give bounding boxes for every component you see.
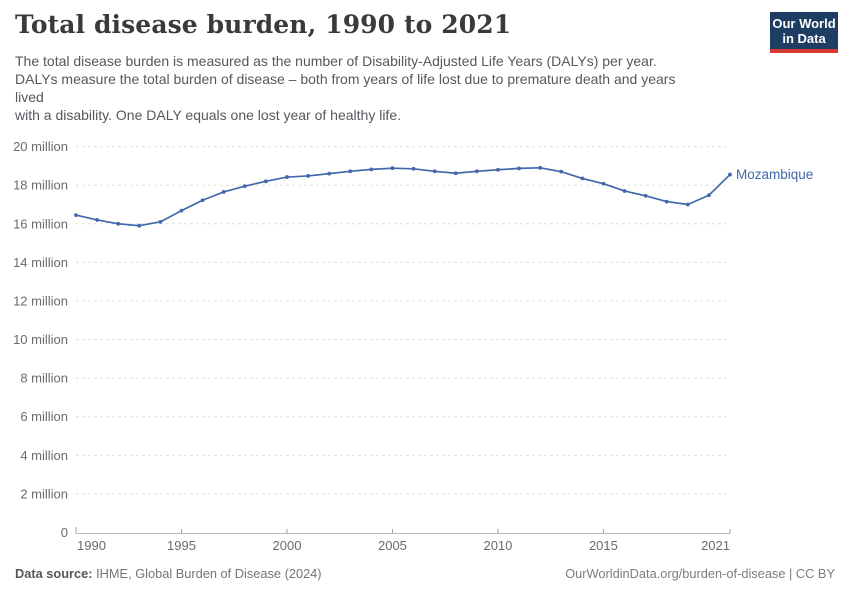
data-point[interactable]	[643, 193, 648, 198]
data-point[interactable]	[622, 189, 627, 193]
license-link[interactable]: OurWorldinData.org/burden-of-disease | C…	[565, 566, 835, 581]
owid-logo-line2: in Data	[782, 31, 826, 46]
data-point[interactable]	[601, 181, 606, 186]
data-point[interactable]	[559, 169, 564, 174]
trend-line[interactable]	[75, 166, 731, 227]
data-point[interactable]	[411, 166, 416, 171]
data-point[interactable]	[116, 221, 121, 226]
data-point[interactable]	[221, 190, 226, 194]
data-point[interactable]	[306, 174, 310, 178]
chart-footer: Data source: IHME, Global Burden of Dise…	[15, 566, 835, 581]
y-axis-tick-label: 12 million	[13, 293, 68, 308]
x-axis-tick-label: 2000	[273, 538, 302, 553]
y-axis-tick-label: 4 million	[20, 448, 68, 463]
data-point[interactable]	[474, 169, 479, 174]
y-axis-tick-label: 0	[61, 525, 68, 540]
page-title: Total disease burden, 1990 to 2021	[15, 10, 512, 39]
data-source-label: Data source:	[15, 566, 93, 581]
owid-logo[interactable]: Our World in Data	[770, 12, 838, 53]
data-source-text: IHME, Global Burden of Disease (2024)	[92, 566, 322, 581]
y-axis-tick-label: 20 million	[13, 139, 68, 154]
data-point[interactable]	[432, 169, 437, 174]
y-axis-tick-label: 2 million	[20, 486, 68, 501]
data-point[interactable]	[95, 218, 99, 222]
line-chart: 0 2 million 4 million 6 million 8 million 10 …	[13, 139, 813, 553]
data-point[interactable]	[453, 171, 458, 176]
x-axis-tick-label: 2021	[701, 538, 730, 553]
data-point[interactable]	[285, 175, 289, 179]
data-point[interactable]	[517, 166, 521, 171]
data-point[interactable]	[685, 202, 690, 207]
chart-subtitle: The total disease burden is measured as …	[15, 53, 676, 123]
data-point[interactable]	[200, 198, 205, 203]
data-point[interactable]	[327, 171, 332, 176]
y-axis-tick-label: 14 million	[13, 255, 68, 270]
y-axis-tick-label: 8 million	[20, 371, 68, 386]
data-point[interactable]	[137, 223, 142, 228]
data-point[interactable]	[728, 172, 732, 177]
data-point[interactable]	[538, 165, 543, 170]
x-axis-tick-label: 1995	[167, 538, 196, 553]
data-point[interactable]	[179, 208, 184, 213]
series-label[interactable]: Mozambique	[736, 167, 813, 182]
x-axis-tick-label: 1990	[77, 538, 106, 553]
data-source: Data source: IHME, Global Burden of Dise…	[15, 566, 322, 581]
y-axis-tick-label: 18 million	[13, 178, 68, 193]
x-axis-tick-label: 2015	[589, 538, 618, 553]
owid-logo-red-bar	[770, 49, 838, 53]
y-axis-tick-label: 10 million	[13, 332, 68, 347]
y-axis-tick-label: 6 million	[20, 409, 68, 424]
data-point[interactable]	[263, 179, 268, 184]
data-point[interactable]	[707, 193, 711, 198]
data-point[interactable]	[664, 199, 669, 204]
data-point[interactable]	[390, 166, 395, 171]
data-point[interactable]	[242, 184, 247, 189]
data-point[interactable]	[369, 167, 374, 172]
data-point[interactable]	[348, 169, 353, 174]
x-axis-tick-label: 2010	[483, 538, 512, 553]
data-point[interactable]	[158, 219, 163, 224]
data-point[interactable]	[496, 167, 500, 172]
data-point[interactable]	[74, 213, 78, 217]
owid-logo-line1: Our World	[772, 16, 836, 31]
x-axis-tick-label: 2005	[378, 538, 407, 553]
y-axis-tick-label: 16 million	[13, 216, 68, 231]
data-point[interactable]	[580, 176, 585, 181]
